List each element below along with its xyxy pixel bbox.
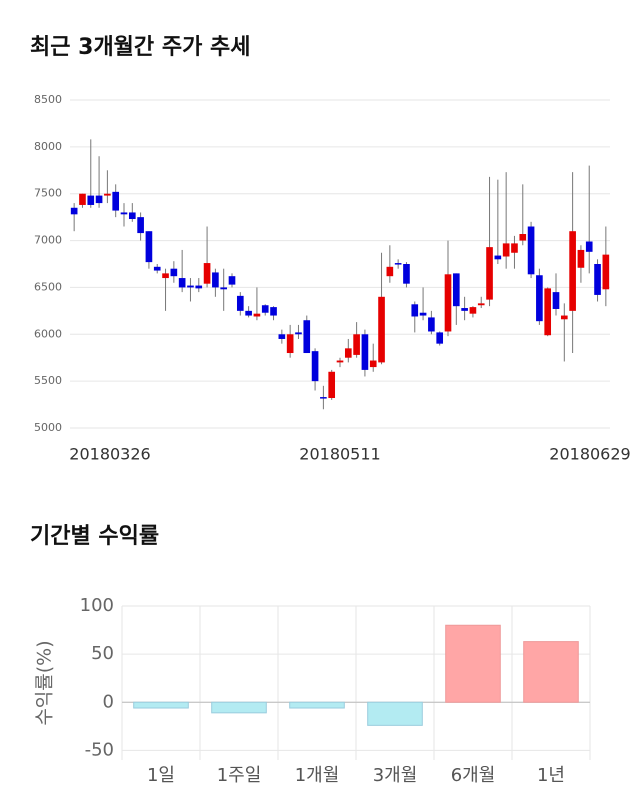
candle-body [295, 332, 302, 335]
candle-body [70, 207, 78, 215]
candle-body [95, 195, 103, 204]
candle-body [253, 313, 261, 317]
candle-body [544, 288, 552, 336]
candle-body [228, 276, 236, 285]
bar [211, 701, 267, 714]
x-tick-label: 20180511 [299, 445, 380, 464]
y-tick-label: 50 [91, 643, 114, 664]
candle-body [502, 243, 510, 257]
candle-body [112, 191, 120, 211]
bar [523, 641, 579, 703]
candle-body [552, 292, 560, 309]
candle-body [128, 212, 136, 220]
candle-body [560, 315, 568, 320]
candle-body [212, 272, 219, 288]
candle-body [577, 249, 585, 268]
candle-body [419, 312, 427, 316]
candle-body [203, 263, 211, 284]
candle-body [428, 317, 435, 332]
y-tick-label: 5500 [34, 374, 62, 387]
x-tick-label: 20180326 [69, 445, 150, 464]
x-tick-label: 20180629 [549, 445, 630, 464]
y-tick-label: 100 [80, 595, 114, 616]
candle-body [320, 397, 327, 399]
bar [445, 624, 501, 703]
candle-body [162, 273, 169, 279]
candle-body [527, 226, 535, 275]
candle-body [536, 275, 543, 322]
y-tick-label: 8000 [34, 140, 62, 153]
y-tick-label: 8500 [34, 93, 62, 106]
candle-body [353, 334, 360, 355]
candle-body [602, 254, 610, 290]
candle-body [145, 231, 153, 263]
y-tick-label: 0 [103, 691, 114, 712]
candle-body [436, 332, 444, 344]
candle-body [511, 243, 518, 253]
candle-body [585, 241, 593, 252]
chart-title: 최근 3개월간 주가 추세 [30, 35, 250, 60]
candle-body [594, 264, 601, 295]
candle-body [178, 278, 186, 288]
candle-body [79, 193, 86, 205]
candle-body [569, 231, 576, 311]
y-tick-label: 5000 [34, 421, 62, 434]
candle-body [519, 234, 527, 241]
candle-body [311, 351, 319, 382]
bar [289, 701, 345, 709]
x-tick-label: 3개월 [373, 765, 418, 786]
x-tick-label: 1일 [147, 765, 175, 786]
candle-body [386, 266, 394, 277]
candle-body [344, 348, 352, 358]
y-tick-label: 7000 [34, 234, 62, 247]
candle-body [270, 307, 277, 316]
candle-body [328, 371, 336, 399]
candle-body [444, 274, 452, 332]
y-tick-label: -50 [85, 739, 114, 760]
candle-body [170, 268, 178, 277]
candle-body [403, 264, 410, 284]
candle-body [477, 303, 485, 306]
bar [133, 701, 189, 709]
candle-body [236, 295, 244, 311]
x-tick-label: 1주일 [217, 765, 262, 786]
candle-body [195, 285, 203, 289]
y-tick-label: 6500 [34, 280, 62, 293]
candle-body [278, 334, 286, 339]
candle-body [220, 287, 228, 290]
candle-body [486, 247, 493, 300]
candle-body [303, 320, 311, 354]
candle-body [153, 266, 161, 271]
x-tick-label: 1년 [537, 765, 565, 786]
candle-body [494, 255, 502, 260]
candle-body [137, 217, 144, 234]
candle-body [461, 308, 468, 311]
candle-body [245, 310, 252, 316]
candle-body [286, 334, 294, 354]
y-axis-label: 수익률(%) [34, 640, 56, 725]
candle-body [120, 212, 128, 215]
candle-body [104, 193, 111, 196]
candle-body [378, 296, 385, 363]
x-tick-label: 1개월 [295, 765, 340, 786]
candle-body [452, 273, 460, 307]
candle-body [411, 304, 419, 317]
candle-body [187, 285, 194, 288]
candle-body [261, 305, 269, 313]
bar [367, 701, 423, 726]
chart-title: 기간별 수익률 [30, 524, 159, 549]
candle-body [369, 360, 377, 368]
y-tick-label: 7500 [34, 187, 62, 200]
candle-body [336, 360, 344, 363]
candle-body [361, 334, 369, 370]
x-tick-label: 6개월 [451, 765, 496, 786]
y-tick-label: 6000 [34, 327, 62, 340]
candle-body [469, 307, 477, 314]
candle-body [394, 263, 402, 265]
candle-body [87, 195, 95, 205]
